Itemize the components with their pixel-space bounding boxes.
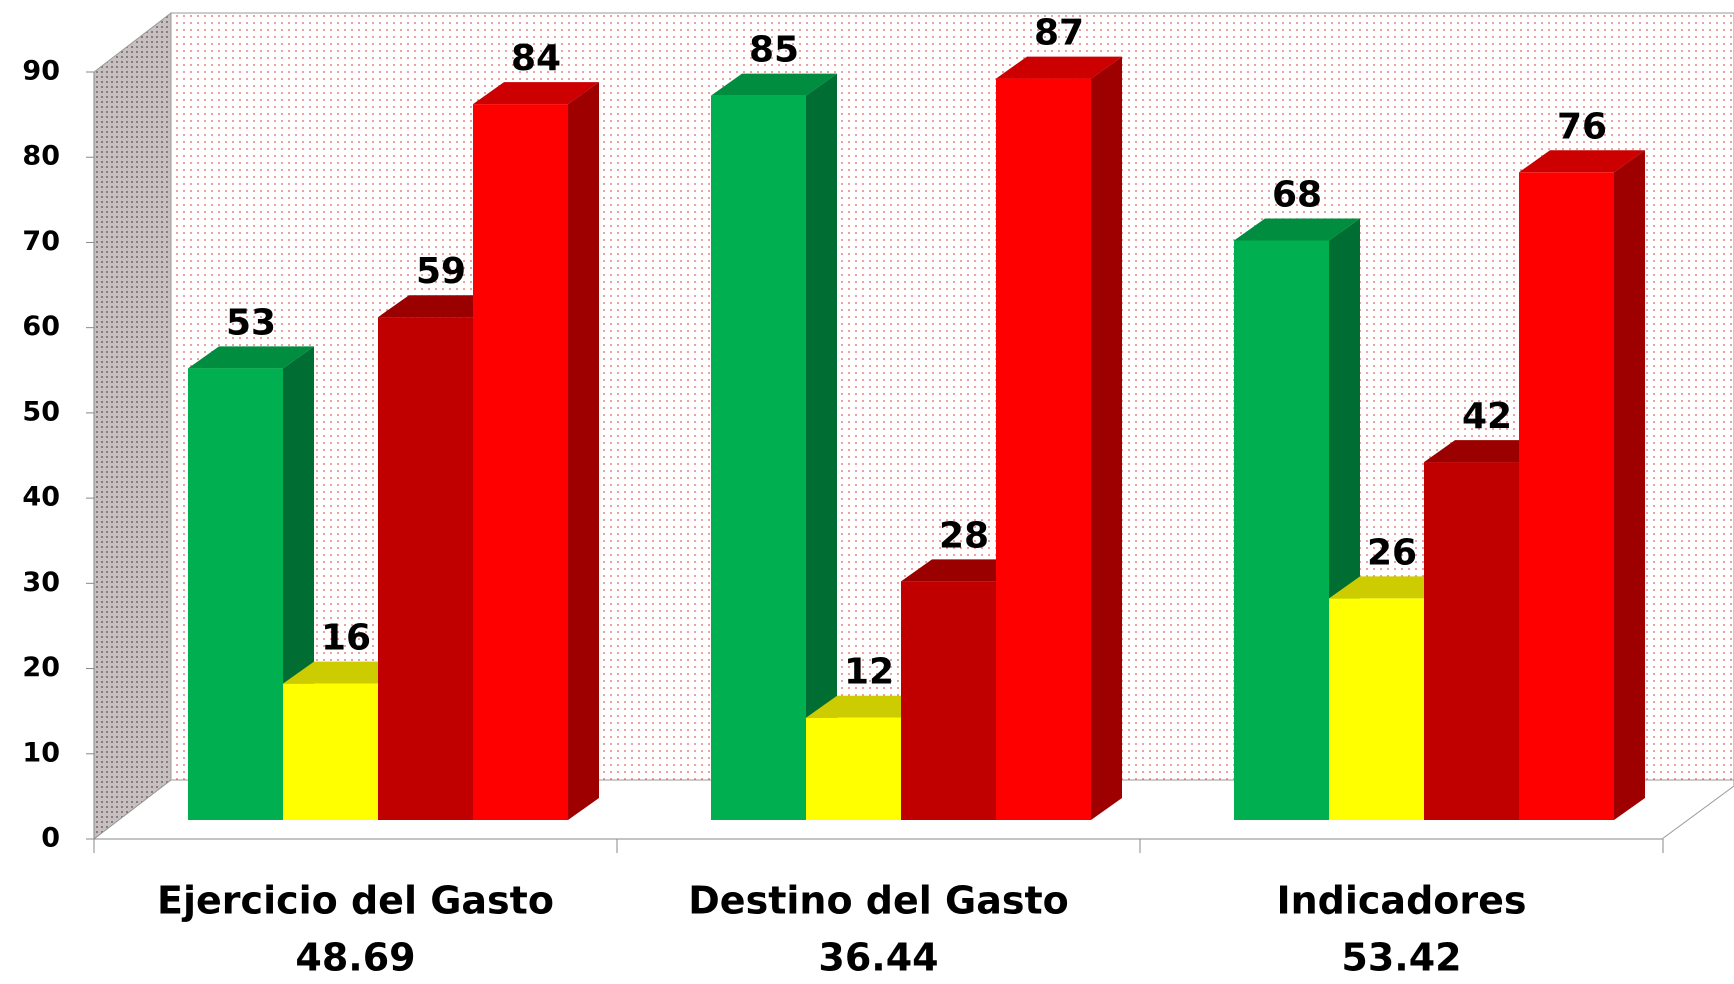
bar-side [1614, 150, 1645, 821]
bar-top [711, 73, 837, 96]
bar [806, 717, 901, 820]
data-label: 84 [511, 38, 561, 79]
x-tick-score: 53.42 [1341, 936, 1461, 980]
y-tick-label: 50 [22, 396, 60, 427]
data-label: 59 [416, 251, 466, 292]
bar-top [283, 661, 409, 684]
bar-side [806, 73, 837, 821]
data-label: 42 [1462, 396, 1512, 437]
y-tick-label: 90 [22, 56, 60, 87]
bar-top [1424, 440, 1550, 463]
side-wall [93, 11, 172, 841]
bar-top [996, 56, 1122, 79]
bar [473, 104, 568, 821]
y-tick-label: 60 [22, 311, 60, 342]
bar [901, 581, 996, 820]
bar [711, 95, 806, 821]
x-tick-label: Destino del Gasto [688, 879, 1068, 923]
x-tick-label: Indicadores [1276, 879, 1526, 923]
data-label: 12 [844, 652, 894, 693]
data-label: 68 [1272, 174, 1322, 215]
data-label: 76 [1557, 106, 1607, 147]
bar [1234, 240, 1329, 820]
y-tick-label: 40 [22, 482, 60, 513]
bar-top [1329, 576, 1455, 599]
bar [188, 368, 283, 820]
bar-top [806, 695, 932, 718]
bar-top [188, 346, 314, 369]
bar [283, 683, 378, 820]
x-tick-label: Ejercicio del Gasto [157, 879, 554, 923]
data-label: 53 [226, 302, 276, 343]
bar [1424, 462, 1519, 820]
x-tick-score: 36.44 [818, 936, 938, 980]
data-label: 16 [321, 618, 371, 659]
bar-top [378, 295, 504, 318]
bar-top [473, 82, 599, 105]
x-tick-score: 48.69 [295, 936, 415, 980]
bar-side [1091, 56, 1122, 821]
bar [1519, 172, 1614, 821]
bar-top [1234, 218, 1360, 241]
y-tick-label: 20 [22, 652, 60, 683]
data-label: 85 [749, 30, 799, 71]
bar-top [1519, 150, 1645, 173]
data-label: 26 [1367, 532, 1417, 573]
y-tick-label: 70 [22, 226, 60, 257]
data-label: 28 [939, 515, 989, 556]
y-tick-label: 80 [22, 141, 60, 172]
data-label: 87 [1034, 13, 1084, 54]
bar-side [568, 82, 599, 821]
bar [378, 317, 473, 820]
y-tick-label: 30 [22, 567, 60, 598]
bar [1329, 598, 1424, 820]
bar [996, 78, 1091, 821]
bar-top [901, 559, 1027, 582]
y-tick-label: 10 [22, 737, 60, 768]
y-tick-label: 0 [41, 823, 60, 854]
